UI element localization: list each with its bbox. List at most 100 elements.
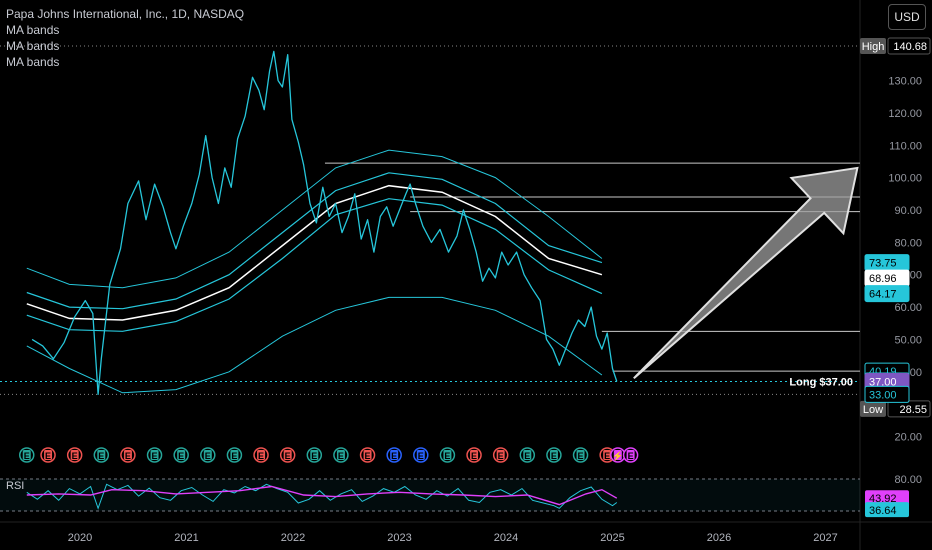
price-tick-label: 100.00 bbox=[888, 173, 922, 185]
ma-lower-band bbox=[26, 198, 603, 332]
earnings-marker-letter: E bbox=[24, 451, 30, 461]
price-tick-label: 60.00 bbox=[894, 302, 922, 314]
high-value: 140.68 bbox=[893, 41, 927, 53]
earnings-marker-badge bbox=[443, 450, 452, 460]
earnings-marker-letter: ⚡ bbox=[612, 450, 623, 462]
rsi-band bbox=[0, 479, 860, 511]
earnings-marker-letter: E bbox=[72, 451, 78, 461]
earnings-marker-letter: E bbox=[45, 451, 51, 461]
rsi-tick-label: 80.00 bbox=[894, 474, 922, 486]
earnings-marker-letter: E bbox=[551, 451, 557, 461]
price-tag: 73.75 bbox=[869, 258, 897, 270]
earnings-marker-letter: E bbox=[604, 451, 610, 461]
earnings-marker-letter: E bbox=[498, 451, 504, 461]
earnings-marker-badge bbox=[150, 450, 159, 460]
earnings-marker-badge bbox=[257, 450, 266, 460]
price-line bbox=[31, 50, 618, 396]
earnings-marker-badge bbox=[496, 450, 505, 460]
earnings-marker-badge bbox=[123, 450, 132, 460]
earnings-marker-badge bbox=[613, 450, 622, 460]
earnings-marker-badge bbox=[549, 450, 558, 460]
time-tick-label: 2024 bbox=[494, 532, 518, 544]
time-tick-label: 2027 bbox=[813, 532, 837, 544]
rsi-title: RSI bbox=[6, 480, 24, 492]
ma-mid-line bbox=[26, 184, 603, 321]
earnings-marker-letter: E bbox=[524, 451, 530, 461]
earnings-marker-letter: E bbox=[231, 451, 237, 461]
indicator-ma-bands-3[interactable]: MA bands bbox=[6, 55, 60, 69]
price-tag: 68.96 bbox=[869, 273, 897, 285]
earnings-marker-letter: E bbox=[311, 451, 317, 461]
earnings-marker-letter: E bbox=[365, 451, 371, 461]
ma-outer-upper-band bbox=[26, 149, 603, 289]
earnings-marker-badge bbox=[390, 450, 399, 460]
price-tick-label: 50.00 bbox=[894, 334, 922, 346]
earnings-marker-badge bbox=[97, 450, 106, 460]
time-tick-label: 2020 bbox=[68, 532, 92, 544]
earnings-marker-letter: E bbox=[285, 451, 291, 461]
price-tag: 64.17 bbox=[869, 289, 897, 301]
time-tick-label: 2026 bbox=[707, 532, 731, 544]
price-tick-label: 20.00 bbox=[894, 432, 922, 444]
earnings-marker-letter: E bbox=[125, 451, 131, 461]
earnings-marker-badge bbox=[310, 450, 319, 460]
earnings-marker-badge bbox=[470, 450, 479, 460]
indicator-ma-bands-1[interactable]: MA bands bbox=[6, 23, 60, 37]
earnings-marker-badge bbox=[44, 450, 53, 460]
high-label-bg bbox=[860, 38, 886, 54]
price-tag-bg bbox=[864, 285, 910, 303]
earnings-marker-badge bbox=[283, 450, 292, 460]
price-tag: 37.00 bbox=[869, 376, 897, 388]
earnings-marker-letter: E bbox=[152, 451, 158, 461]
low-label-bg bbox=[860, 400, 886, 417]
earnings-marker-badge bbox=[603, 450, 612, 460]
high-label: High bbox=[862, 41, 885, 53]
rsi-signal-line bbox=[26, 485, 618, 506]
earnings-marker-letter: E bbox=[578, 451, 584, 461]
ma-upper-band bbox=[26, 172, 603, 310]
earnings-marker-letter: E bbox=[338, 451, 344, 461]
earnings-marker-letter: E bbox=[391, 451, 397, 461]
earnings-marker-badge bbox=[363, 450, 372, 460]
earnings-marker-letter: E bbox=[98, 451, 104, 461]
earnings-marker-letter: E bbox=[418, 451, 424, 461]
earnings-marker-badge bbox=[177, 450, 186, 460]
price-tag: 33.00 bbox=[869, 389, 897, 401]
price-tick-label: 90.00 bbox=[894, 205, 922, 217]
earnings-marker-badge bbox=[523, 450, 532, 460]
earnings-marker-letter: E bbox=[258, 451, 264, 461]
earnings-marker-badge bbox=[230, 450, 239, 460]
time-tick-label: 2021 bbox=[174, 532, 198, 544]
price-tick-label: 80.00 bbox=[894, 237, 922, 249]
low-label: Low bbox=[863, 404, 883, 416]
earnings-marker-letter: E bbox=[471, 451, 477, 461]
earnings-marker-badge bbox=[416, 450, 425, 460]
currency-button[interactable]: USD bbox=[888, 4, 926, 30]
earnings-marker-badge bbox=[203, 450, 212, 460]
earnings-marker-letter: E bbox=[628, 451, 634, 461]
earnings-marker-letter: E bbox=[178, 451, 184, 461]
earnings-marker-badge bbox=[336, 450, 345, 460]
price-tick-label: 130.00 bbox=[888, 76, 922, 88]
earnings-marker-badge bbox=[22, 450, 31, 460]
earnings-marker-letter: E bbox=[205, 451, 211, 461]
ma-outer-lower-band bbox=[26, 296, 603, 394]
chart-title: Papa Johns International, Inc., 1D, NASD… bbox=[6, 7, 245, 21]
long-position-label: Long $37.00 bbox=[789, 376, 853, 388]
time-tick-label: 2022 bbox=[281, 532, 305, 544]
time-tick-label: 2023 bbox=[387, 532, 411, 544]
earnings-marker-badge bbox=[70, 450, 79, 460]
time-tick-label: 2025 bbox=[600, 532, 624, 544]
indicator-ma-bands-2[interactable]: MA bands bbox=[6, 39, 60, 53]
price-tick-label: 120.00 bbox=[888, 108, 922, 120]
earnings-marker-badge bbox=[626, 450, 635, 460]
low-value: 28.55 bbox=[899, 404, 927, 416]
rsi-tag-bg bbox=[865, 502, 909, 518]
rsi-signal-tag: 36.64 bbox=[869, 505, 897, 517]
price-tick-label: 110.00 bbox=[889, 140, 922, 152]
earnings-marker-letter: E bbox=[444, 451, 450, 461]
price-tag-bg bbox=[864, 385, 910, 403]
high-value-bg bbox=[887, 37, 931, 55]
earnings-marker-badge bbox=[576, 450, 585, 460]
